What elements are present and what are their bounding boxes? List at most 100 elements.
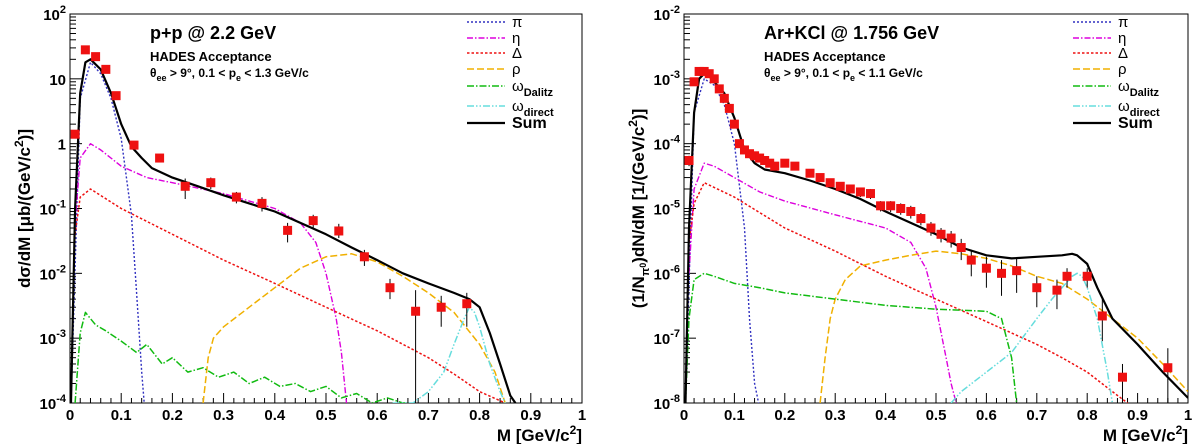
x-tick-label: 0.1 [111, 407, 132, 424]
x-tick-label: 0.5 [316, 407, 337, 424]
data-point [886, 201, 896, 211]
data-point [765, 158, 775, 168]
data-point [704, 69, 714, 79]
series-line- [688, 181, 1128, 403]
data-point [719, 93, 729, 103]
data-point [745, 149, 755, 159]
data-point [699, 66, 709, 76]
y-tick-label: 10-2 [654, 4, 680, 24]
data-point [1062, 271, 1072, 281]
x-axis-label: M [GeV/c2] [497, 423, 582, 444]
y-tick-label: 10-8 [654, 393, 680, 413]
data-point [906, 206, 916, 216]
x-axis-label: M [GeV/c2] [1103, 423, 1188, 444]
data-point [180, 181, 190, 191]
x-tick-label: 0.6 [367, 407, 388, 424]
x-tick-label: 1 [578, 407, 586, 424]
y-tick-label: 10-3 [654, 69, 680, 89]
x-tick-label: 0 [66, 407, 74, 424]
y-tick-label: 10-2 [40, 263, 66, 283]
data-point [896, 204, 906, 213]
y-tick-label: 10-3 [40, 328, 66, 348]
legend-label: ρ [1118, 61, 1127, 78]
x-tick-label: 0.3 [213, 407, 234, 424]
data-point [956, 243, 966, 253]
legend-label: η [512, 30, 520, 47]
data-point [231, 192, 241, 202]
y-tick-label: 10-6 [654, 263, 680, 283]
data-points [684, 66, 1173, 403]
data-point [129, 140, 139, 150]
data-point [709, 74, 719, 84]
x-tick-label: 0 [680, 407, 688, 424]
series-line-direct [392, 306, 506, 403]
data-point [805, 168, 815, 178]
x-tick-label: 0.3 [825, 407, 846, 424]
chart-right-arkcl: 0 0.1 0.2 0.3 0.4 0.5 0.6 0.7 0.8 0.9 110-810-710-… [626, 4, 1192, 444]
data-point [1012, 266, 1022, 276]
legend-label: ρ [512, 61, 521, 78]
data-point [815, 173, 825, 183]
legend-label: ωdirect [512, 98, 554, 119]
data-point [770, 161, 780, 171]
data-point [1117, 372, 1127, 382]
data-point [760, 155, 770, 165]
data-point [780, 158, 790, 168]
data-point [790, 161, 800, 171]
cuts-label: θee > 9°, 0.1 < pe < 1.1 GeV/c [764, 66, 923, 83]
data-point [926, 223, 936, 233]
y-axis-label: dσ/dM [μb/(GeV/c2)] [12, 129, 34, 288]
y-tick-label: 1 [58, 137, 66, 154]
data-point [835, 181, 845, 191]
data-point [714, 84, 724, 94]
y-axis: 10-8 10-7 10-6 10-5 10-4 10-3 10-2 [654, 4, 696, 413]
data-point [70, 129, 80, 139]
data-point [334, 226, 344, 236]
series-line-sum [70, 58, 517, 403]
legend-label: η [1118, 30, 1126, 47]
data-point [1163, 363, 1173, 373]
legend-label: ωdirect [1118, 98, 1160, 119]
data-point [997, 268, 1007, 278]
data-point [257, 198, 267, 208]
data-point [91, 52, 101, 62]
series-line-dalitz [684, 272, 1018, 403]
data-point [825, 178, 835, 188]
data-point [359, 252, 369, 262]
y-axis: 10-4 10-3 10-2 10-1 1 10 102 [40, 4, 82, 413]
x-tick-label: 0.9 [1127, 407, 1148, 424]
data-point [739, 145, 749, 155]
series-line- [202, 253, 506, 403]
y-tick-label: 10-4 [40, 393, 67, 413]
series-line- [74, 188, 506, 403]
y-tick-label: 10-5 [654, 199, 680, 219]
data-point [462, 299, 472, 309]
curves [70, 58, 517, 403]
data-point [411, 306, 421, 316]
x-tick-label: 1 [1184, 407, 1192, 424]
data-point [724, 103, 734, 113]
data-point [689, 77, 699, 87]
plot-frame [683, 13, 1189, 404]
data-point [855, 187, 865, 197]
y-axis-label: (1/Nπ0)dN/dM [1/(GeV/c2)] [626, 109, 652, 309]
data-point [283, 225, 293, 235]
data-point [845, 184, 855, 194]
data-point [206, 178, 216, 188]
x-tick-label: 0.7 [1026, 407, 1047, 424]
legend-label: Sum [512, 115, 547, 132]
data-point [1082, 271, 1092, 281]
x-tick-label: 0.8 [469, 407, 490, 424]
chart-subtitle: HADES Acceptance [764, 49, 886, 64]
data-point [946, 233, 956, 243]
data-point [436, 302, 446, 312]
data-point [865, 189, 875, 199]
data-point [755, 153, 765, 163]
chart-title: Ar+KCl @ 1.756 GeV [764, 23, 939, 43]
series-line- [688, 162, 957, 403]
y-tick-label: 10-7 [654, 328, 680, 348]
data-point [80, 45, 90, 55]
